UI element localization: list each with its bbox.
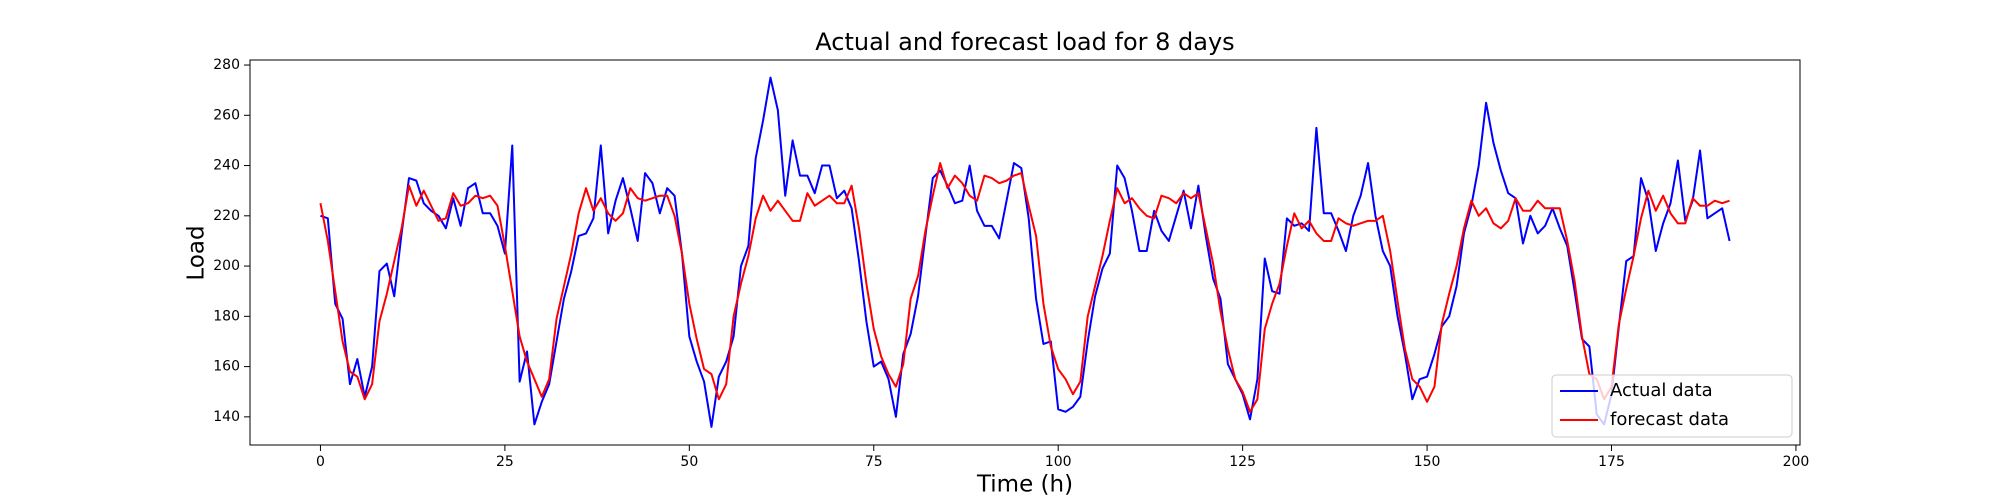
x-tick-label: 175 — [1598, 454, 1625, 470]
x-axis-label: Time (h) — [976, 472, 1073, 498]
y-tick-label: 240 — [213, 158, 240, 174]
y-axis-label: Load — [184, 225, 210, 280]
chart-title: Actual and forecast load for 8 days — [815, 28, 1234, 56]
y-tick-label: 280 — [213, 57, 240, 73]
data-line — [319, 162, 1730, 413]
y-tick-label: 160 — [213, 359, 240, 375]
legend-label: forecast data — [1610, 409, 1729, 430]
legend-box — [1551, 374, 1793, 438]
x-tick-label: 25 — [496, 454, 514, 470]
legend-label: Actual data — [1610, 380, 1713, 401]
y-tick-label: 200 — [213, 258, 240, 274]
y-tick-label: 180 — [213, 308, 240, 324]
x-tick-label: 100 — [1045, 454, 1072, 470]
plot-frame — [249, 59, 1801, 446]
x-tick-label: 0 — [316, 454, 325, 470]
y-tick-label: 260 — [213, 107, 240, 123]
y-tick-label: 140 — [213, 409, 240, 425]
y-tick-label: 220 — [213, 208, 240, 224]
x-tick-label: 150 — [1414, 454, 1441, 470]
x-tick-label: 75 — [865, 454, 883, 470]
x-tick-label: 200 — [1783, 454, 1810, 470]
x-tick-label: 50 — [680, 454, 698, 470]
x-tick-label: 125 — [1229, 454, 1256, 470]
